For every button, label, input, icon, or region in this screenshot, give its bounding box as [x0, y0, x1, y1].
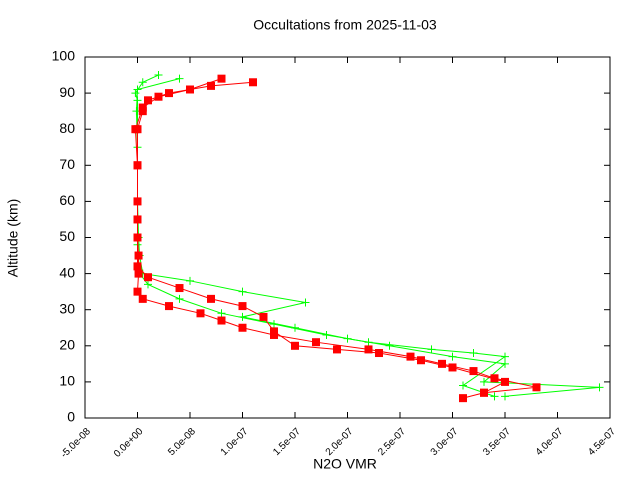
- marker: [138, 103, 147, 112]
- marker: [217, 309, 226, 318]
- y-tick-label: 10: [59, 373, 75, 389]
- marker: [138, 78, 147, 87]
- marker: [133, 161, 142, 170]
- y-axis-label: Altitude (km): [5, 199, 21, 278]
- marker: [133, 287, 142, 296]
- marker: [154, 92, 163, 101]
- marker: [133, 262, 142, 271]
- y-tick-label: 90: [59, 84, 75, 100]
- y-tick-label: 60: [59, 192, 75, 208]
- marker: [333, 345, 341, 354]
- marker: [459, 381, 467, 390]
- marker: [249, 78, 257, 87]
- marker: [448, 352, 457, 361]
- marker: [469, 349, 478, 358]
- marker: [207, 294, 215, 303]
- marker: [532, 383, 541, 392]
- marker: [186, 276, 194, 285]
- marker: [133, 85, 142, 94]
- chart-title: Occultations from 2025-11-03: [253, 17, 437, 33]
- y-tick-label: 70: [59, 156, 75, 172]
- marker: [270, 327, 278, 336]
- marker: [196, 309, 205, 318]
- marker: [165, 89, 173, 98]
- y-tick-label: 30: [59, 300, 75, 316]
- marker: [144, 96, 152, 105]
- marker: [459, 394, 467, 403]
- marker: [131, 125, 140, 134]
- marker: [134, 269, 143, 278]
- marker: [501, 377, 509, 386]
- marker: [207, 81, 215, 90]
- y-tick-label: 20: [59, 337, 75, 353]
- marker: [165, 302, 173, 311]
- marker: [259, 312, 268, 321]
- marker: [490, 374, 499, 383]
- marker: [238, 323, 247, 332]
- y-tick-label: 0: [67, 409, 75, 425]
- marker: [217, 74, 226, 83]
- marker: [385, 341, 394, 350]
- y-tick-label: 80: [59, 120, 75, 136]
- marker: [490, 392, 499, 401]
- marker: [186, 85, 194, 94]
- marker: [175, 74, 184, 83]
- marker: [175, 294, 184, 303]
- marker: [427, 345, 436, 354]
- marker: [406, 352, 415, 361]
- x-axis-label: N2O VMR: [313, 456, 377, 472]
- marker: [595, 383, 604, 392]
- marker: [501, 359, 509, 368]
- y-tick-label: 40: [59, 264, 75, 280]
- marker: [375, 349, 383, 358]
- marker: [134, 251, 143, 260]
- marker: [131, 89, 140, 98]
- marker: [501, 392, 509, 401]
- marker: [438, 359, 446, 368]
- marker: [322, 330, 331, 339]
- marker: [144, 273, 152, 282]
- marker: [364, 338, 373, 347]
- marker: [480, 377, 488, 386]
- y-tick-label: 100: [52, 48, 76, 64]
- marker: [154, 71, 163, 80]
- marker: [417, 356, 425, 365]
- marker: [217, 316, 226, 325]
- marker: [291, 341, 299, 350]
- marker: [270, 320, 278, 329]
- marker: [312, 338, 320, 347]
- marker: [138, 294, 147, 303]
- profile-line: [134, 74, 600, 397]
- marker: [448, 363, 457, 372]
- marker: [469, 367, 478, 376]
- marker: [133, 215, 142, 224]
- marker: [175, 284, 184, 293]
- y-tick-label: 50: [59, 228, 75, 244]
- marker: [301, 298, 310, 307]
- marker: [364, 345, 373, 354]
- marker: [501, 352, 509, 361]
- marker: [144, 280, 152, 289]
- marker: [238, 302, 247, 311]
- marker: [480, 388, 488, 397]
- marker: [238, 287, 247, 296]
